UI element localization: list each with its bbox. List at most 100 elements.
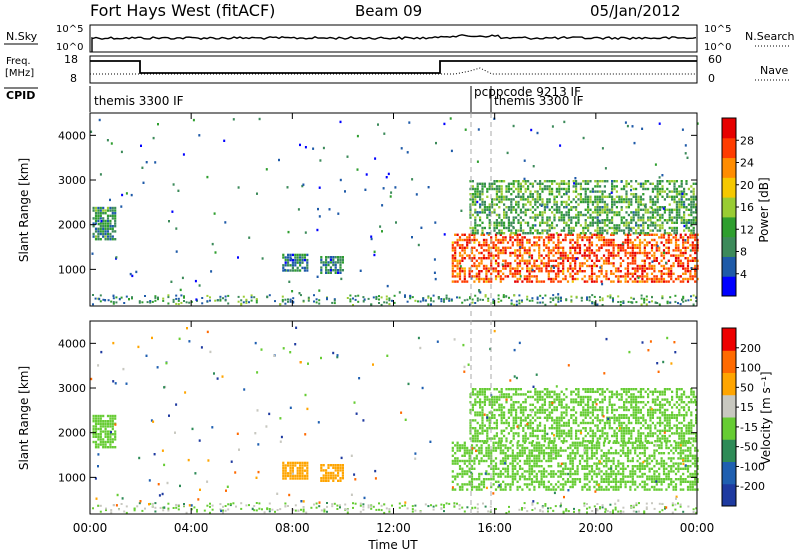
scatter-cell xyxy=(175,302,178,305)
scatter-cell xyxy=(506,275,510,278)
scatter-cell xyxy=(104,440,107,444)
scatter-cell xyxy=(631,465,634,468)
scatter-cell xyxy=(624,233,627,236)
scatter-cell xyxy=(596,398,599,401)
scatter-cell xyxy=(610,475,613,478)
scatter-cell xyxy=(517,193,520,196)
scatter-cell xyxy=(523,449,526,452)
scatter-cell xyxy=(685,226,688,230)
scatter-cell xyxy=(601,208,604,211)
scatter-cell xyxy=(586,459,589,463)
scatter-cell xyxy=(109,446,112,449)
scatter-cell xyxy=(677,462,680,465)
scatter-cell xyxy=(497,294,500,297)
scatter-cell xyxy=(626,449,630,452)
scatter-cell xyxy=(507,229,510,232)
scatter-cell xyxy=(578,236,582,239)
scatter-cell xyxy=(596,427,599,430)
scatter-cell xyxy=(287,256,290,259)
scatter-cell xyxy=(320,258,323,261)
scatter-cell xyxy=(565,224,568,227)
scatter-cell xyxy=(607,459,610,463)
scatter-cell xyxy=(495,198,498,201)
scatter-cell xyxy=(503,414,506,417)
scatter-cell xyxy=(473,236,476,239)
scatter-cell xyxy=(576,257,579,260)
scatter-cell xyxy=(498,216,501,219)
scatter-cell xyxy=(109,440,112,444)
scatter-cell xyxy=(481,406,484,409)
scatter-cell xyxy=(536,195,539,198)
scatter-cell xyxy=(587,411,590,414)
scatter-cell xyxy=(201,302,204,305)
scatter-cell xyxy=(687,299,690,302)
scatter-cell xyxy=(660,480,663,483)
scatter-cell xyxy=(514,254,517,257)
scatter-cell xyxy=(607,251,610,255)
scatter-cell xyxy=(547,446,550,450)
scatter-cell xyxy=(686,262,690,265)
scatter-cell xyxy=(653,452,656,455)
scatter-cell xyxy=(332,464,335,467)
scatter-cell xyxy=(581,467,584,470)
scatter-cell xyxy=(622,475,625,478)
scatter-cell xyxy=(490,236,493,239)
scatter-cell xyxy=(504,467,507,470)
scatter-cell xyxy=(530,267,534,270)
scatter-cell xyxy=(92,294,94,296)
scatter-cell xyxy=(512,208,515,211)
scatter-cell xyxy=(566,478,570,481)
scatter-cell xyxy=(654,195,657,198)
scatter-cell xyxy=(517,213,520,217)
scatter-cell xyxy=(248,236,251,239)
scatter-cell xyxy=(306,269,309,272)
scatter-cell xyxy=(486,419,489,422)
scatter-cell xyxy=(106,422,110,425)
scatter-cell xyxy=(506,465,510,468)
scatter-cell xyxy=(474,302,477,304)
scatter-cell xyxy=(521,446,524,450)
scatter-cell xyxy=(680,216,683,219)
scatter-cell xyxy=(683,211,686,214)
scatter-cell xyxy=(503,232,506,235)
scatter-cell xyxy=(538,236,541,239)
scatter-cell xyxy=(641,264,644,268)
scatter-cell xyxy=(463,238,466,242)
scatter-cell xyxy=(646,244,649,247)
freq-tick-high: 18 xyxy=(64,53,78,66)
scatter-cell xyxy=(635,193,638,196)
cpid-strip: CPID themis 3300 IF pcppcode 9213 IF the… xyxy=(4,85,584,112)
scatter-cell xyxy=(157,123,159,126)
scatter-cell xyxy=(509,446,512,450)
scatter-cell xyxy=(665,251,668,255)
scatter-cell xyxy=(638,457,642,460)
scatter-cell xyxy=(461,246,464,249)
scatter-cell xyxy=(651,213,654,217)
scatter-cell xyxy=(299,143,301,147)
scatter-cell xyxy=(645,298,648,301)
scatter-cell xyxy=(584,200,587,204)
scatter-cell xyxy=(565,432,568,435)
date-label: 05/Jan/2012 xyxy=(590,2,681,20)
scatter-cell xyxy=(619,246,622,249)
scatter-cell xyxy=(583,251,586,255)
scatter-cell xyxy=(662,207,665,210)
scatter-cell xyxy=(581,254,584,257)
scatter-cell xyxy=(550,472,553,476)
scatter-cell xyxy=(301,472,304,475)
scatter-cell xyxy=(565,298,568,301)
scatter-cell xyxy=(577,198,580,201)
scatter-cell xyxy=(99,430,102,433)
scatter-cell xyxy=(579,398,582,401)
scatter-cell xyxy=(454,259,457,262)
scatter-cell xyxy=(548,440,551,443)
scatter-cell xyxy=(507,185,510,188)
scatter-cell xyxy=(493,408,496,412)
scatter-cell xyxy=(454,257,457,260)
scatter-cell xyxy=(641,452,644,455)
scatter-cell xyxy=(471,232,474,235)
scatter-cell xyxy=(550,249,553,252)
scatter-cell xyxy=(559,254,562,257)
scatter-cell xyxy=(605,262,608,265)
scatter-cell xyxy=(668,232,671,235)
